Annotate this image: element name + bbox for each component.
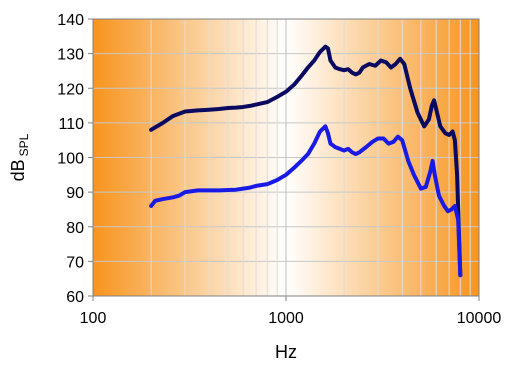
y-tick-label: 110: [58, 116, 84, 133]
x-axis-title: Hz: [275, 342, 297, 362]
y-tick-label: 140: [57, 12, 84, 29]
x-tick-label: 1000: [268, 310, 304, 327]
y-axis-title-subscript: SPL: [17, 133, 31, 156]
x-tick-label: 100: [80, 310, 107, 327]
y-axis-title: dB SPL: [8, 133, 31, 181]
y-tick-label: 80: [66, 220, 84, 237]
series-line-1: [149, 44, 463, 278]
y-tick-label: 120: [57, 81, 84, 98]
y-tick-label: 90: [66, 185, 84, 202]
y-tick-label: 70: [66, 254, 84, 271]
x-axis-ticks: 100 1000 10000: [80, 296, 502, 327]
y-axis-title-main: dB: [8, 159, 28, 181]
y-tick-label: 100: [57, 151, 84, 168]
y-tick-label: 130: [57, 47, 84, 64]
x-tick-label: 10000: [457, 310, 502, 327]
series-layer: [149, 44, 463, 278]
series-line-2: [149, 124, 463, 278]
y-tick-label: 60: [66, 289, 84, 306]
grid: [92, 18, 479, 297]
y-axis-ticks: 60 70 80 90 100 110 120 130 140: [57, 12, 93, 306]
